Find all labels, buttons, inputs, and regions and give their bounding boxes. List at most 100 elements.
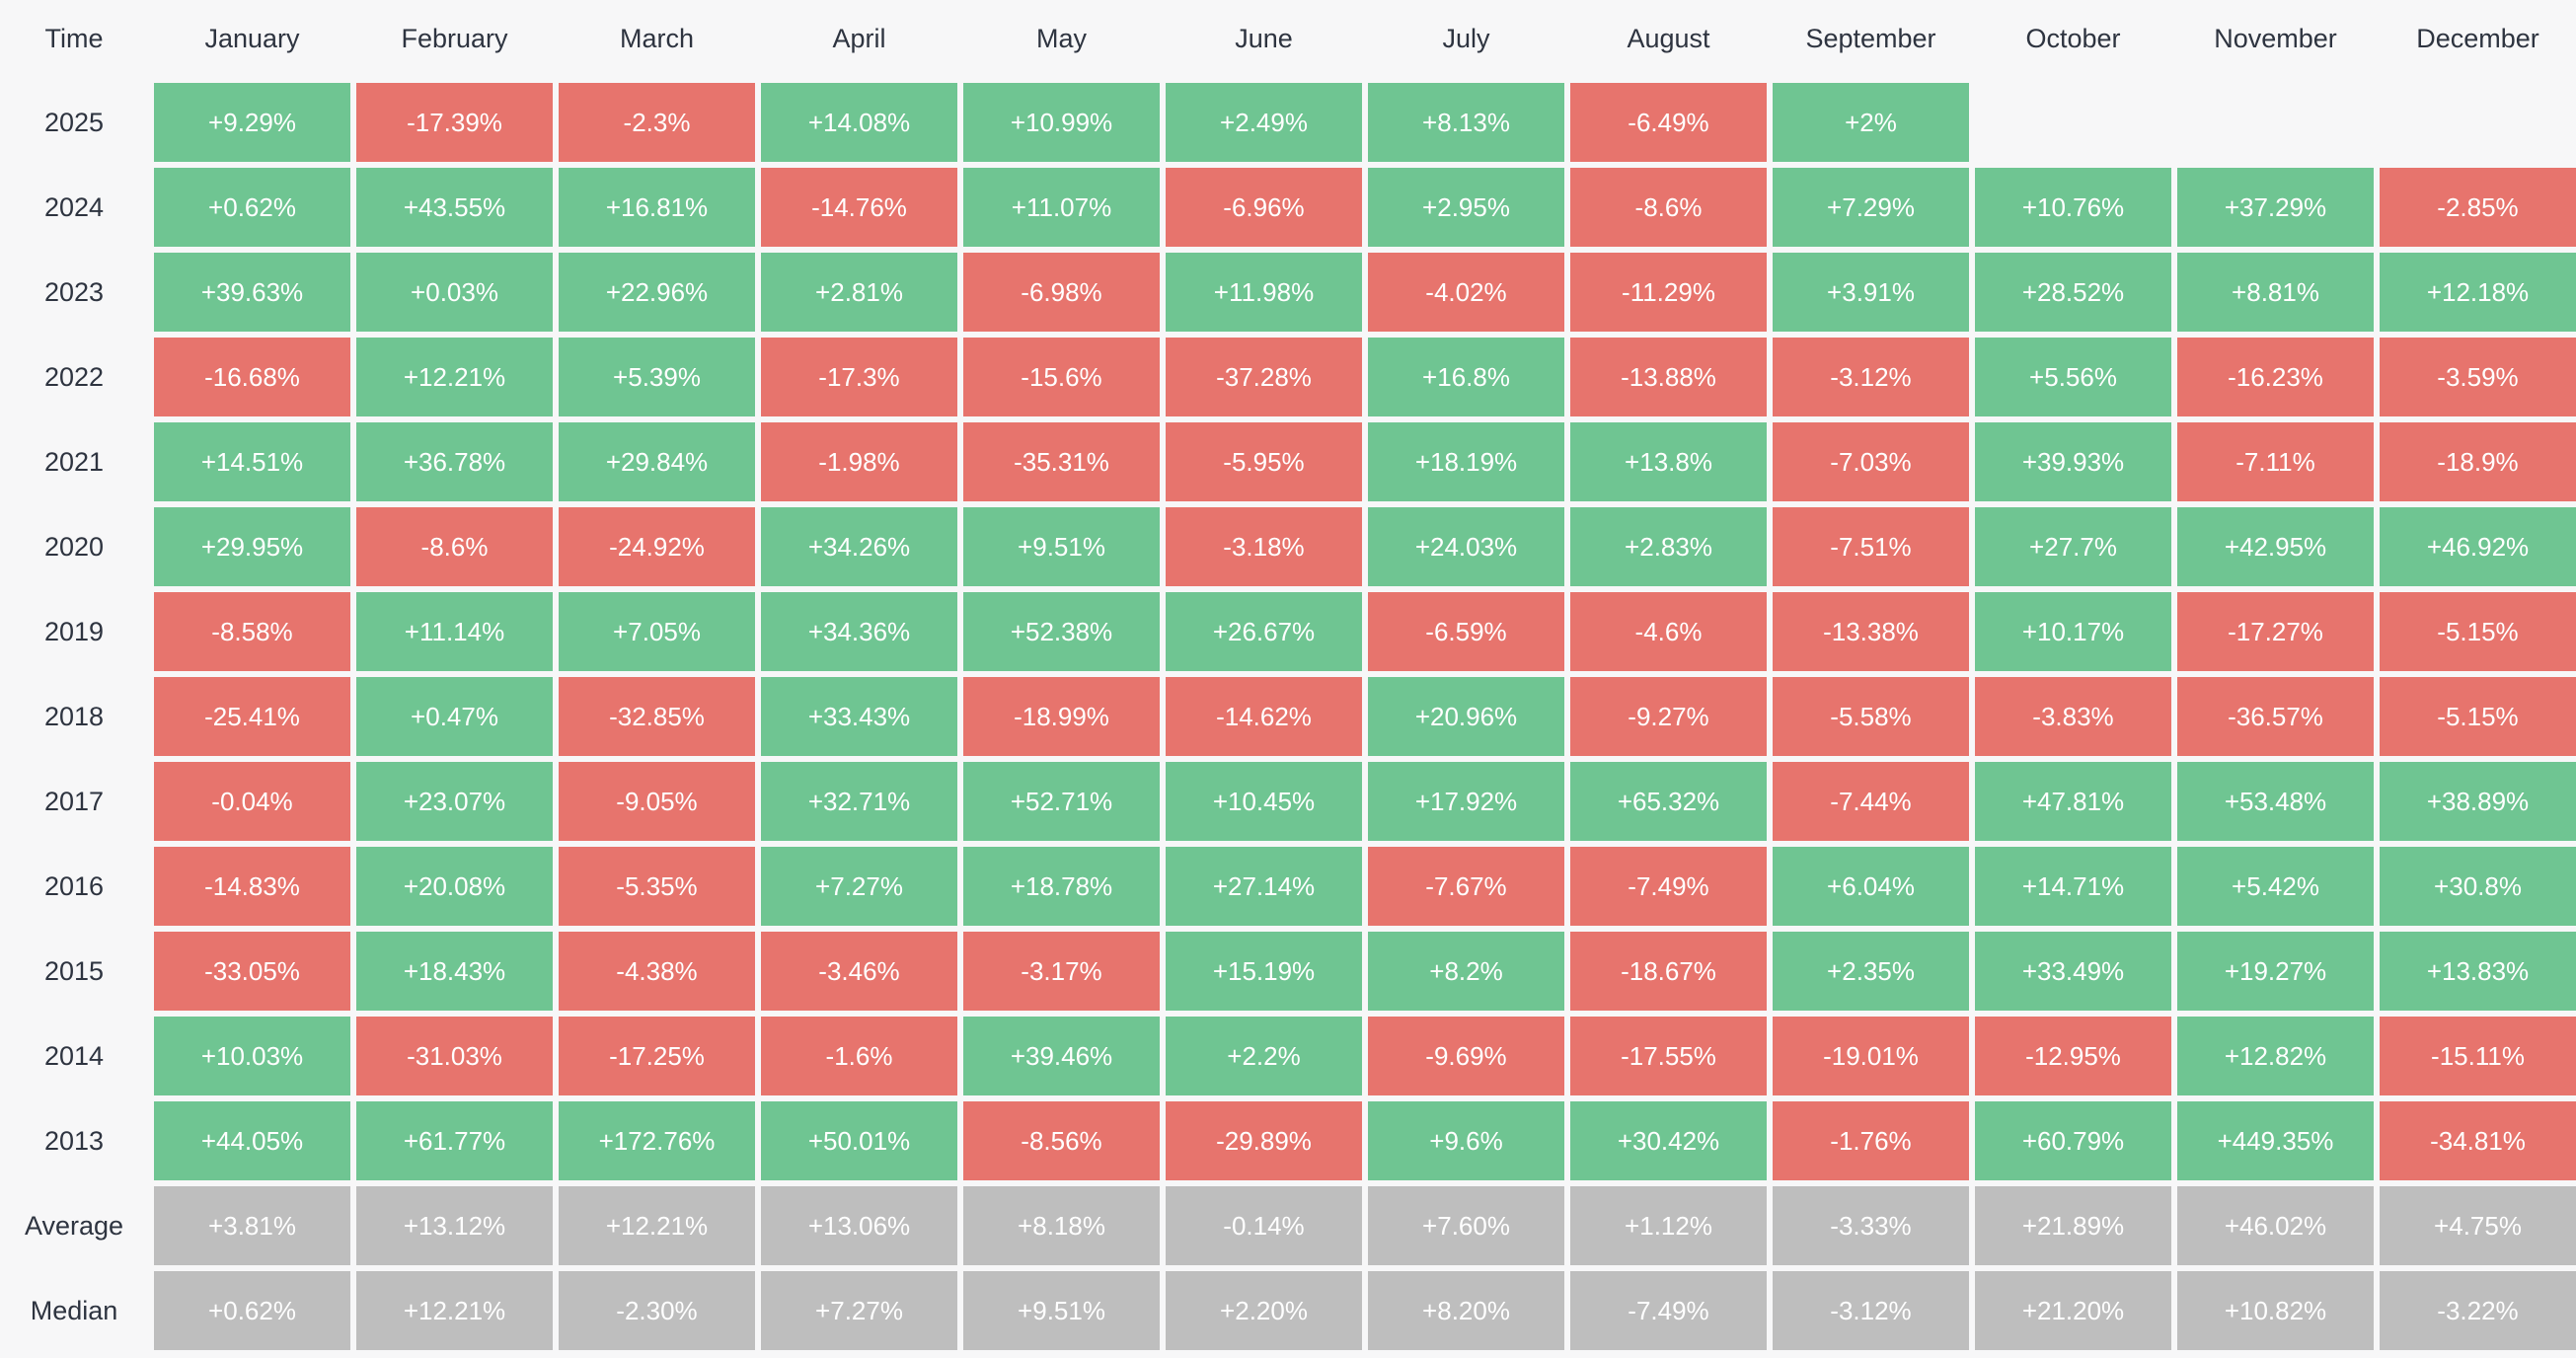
return-cell: -34.81%	[2380, 1101, 2576, 1180]
return-cell: -0.14%	[1166, 1186, 1362, 1265]
return-cell: -8.6%	[1570, 168, 1767, 247]
return-cell: +32.71%	[761, 762, 957, 841]
return-cell: -14.62%	[1166, 677, 1362, 756]
return-cell: +17.92%	[1368, 762, 1564, 841]
row-label: Median	[30, 1295, 118, 1325]
return-cell: -7.67%	[1368, 847, 1564, 926]
return-cell: +8.2%	[1368, 932, 1564, 1011]
return-cell: -5.58%	[1773, 677, 1969, 756]
return-cell: +46.02%	[2177, 1186, 2374, 1265]
return-cell: +12.18%	[2380, 253, 2576, 332]
return-cell: +27.14%	[1166, 847, 1362, 926]
return-cell: -9.05%	[559, 762, 755, 841]
return-cell: +2.83%	[1570, 507, 1767, 586]
return-cell: +4.75%	[2380, 1186, 2576, 1265]
time-column-header: Time	[44, 23, 104, 53]
column-header: January	[204, 23, 300, 53]
return-cell: -3.12%	[1773, 338, 1969, 416]
return-cell: +7.05%	[559, 592, 755, 671]
return-cell: -15.6%	[963, 338, 1160, 416]
return-cell: -5.35%	[559, 847, 755, 926]
return-cell: +33.49%	[1975, 932, 2171, 1011]
row-label: 2013	[43, 1125, 105, 1156]
column-header: October	[2025, 23, 2121, 53]
return-cell: -3.59%	[2380, 338, 2576, 416]
return-cell: -14.83%	[154, 847, 350, 926]
return-cell: -7.03%	[1773, 422, 1969, 501]
return-cell: -6.98%	[963, 253, 1160, 332]
return-cell: +33.43%	[761, 677, 957, 756]
return-cell: -17.25%	[559, 1017, 755, 1095]
return-cell: +28.52%	[1975, 253, 2171, 332]
return-cell: +11.98%	[1166, 253, 1362, 332]
return-cell: +36.78%	[356, 422, 553, 501]
return-cell: -2.85%	[2380, 168, 2576, 247]
return-cell: +23.07%	[356, 762, 553, 841]
return-cell: -7.49%	[1570, 847, 1767, 926]
column-header: August	[1627, 23, 1710, 53]
return-cell: +2%	[1773, 83, 1969, 162]
return-cell: +61.77%	[356, 1101, 553, 1180]
return-cell: -5.95%	[1166, 422, 1362, 501]
return-cell: +0.62%	[154, 1271, 350, 1350]
row-label: 2015	[43, 955, 105, 986]
return-cell: +6.04%	[1773, 847, 1969, 926]
row-label: 2017	[43, 786, 105, 816]
return-cell: +29.84%	[559, 422, 755, 501]
row-label: 2022	[43, 361, 105, 392]
return-cell: +7.27%	[761, 1271, 957, 1350]
return-cell: +12.21%	[559, 1186, 755, 1265]
return-cell: +0.47%	[356, 677, 553, 756]
return-cell: +10.82%	[2177, 1271, 2374, 1350]
return-cell: -12.95%	[1975, 1017, 2171, 1095]
return-cell: -1.6%	[761, 1017, 957, 1095]
row-label: 2020	[43, 531, 105, 562]
return-cell: +13.06%	[761, 1186, 957, 1265]
return-cell: +14.51%	[154, 422, 350, 501]
return-cell: +37.29%	[2177, 168, 2374, 247]
return-cell: -8.58%	[154, 592, 350, 671]
return-cell: +15.19%	[1166, 932, 1362, 1011]
return-cell: -18.67%	[1570, 932, 1767, 1011]
row-label: 2023	[43, 276, 105, 307]
return-cell: +42.95%	[2177, 507, 2374, 586]
return-cell: +7.29%	[1773, 168, 1969, 247]
return-cell: +8.20%	[1368, 1271, 1564, 1350]
return-cell: -33.05%	[154, 932, 350, 1011]
return-cell: -8.6%	[356, 507, 553, 586]
return-cell: -9.27%	[1570, 677, 1767, 756]
return-cell: +29.95%	[154, 507, 350, 586]
return-cell: +9.6%	[1368, 1101, 1564, 1180]
return-cell: +39.46%	[963, 1017, 1160, 1095]
return-cell: -17.27%	[2177, 592, 2374, 671]
return-cell: +8.81%	[2177, 253, 2374, 332]
row-label: 2019	[43, 616, 105, 646]
return-cell: +12.21%	[356, 1271, 553, 1350]
return-cell: -37.28%	[1166, 338, 1362, 416]
return-cell: +9.51%	[963, 1271, 1160, 1350]
return-cell: +8.18%	[963, 1186, 1160, 1265]
return-cell: +52.71%	[963, 762, 1160, 841]
return-cell: -13.38%	[1773, 592, 1969, 671]
return-cell: +10.45%	[1166, 762, 1362, 841]
return-cell: +43.55%	[356, 168, 553, 247]
return-cell: +46.92%	[2380, 507, 2576, 586]
row-label: 2021	[43, 446, 105, 477]
return-cell: -14.76%	[761, 168, 957, 247]
return-cell: +21.20%	[1975, 1271, 2171, 1350]
return-cell: -16.23%	[2177, 338, 2374, 416]
return-cell: -29.89%	[1166, 1101, 1362, 1180]
return-cell: +449.35%	[2177, 1101, 2374, 1180]
return-cell: -6.96%	[1166, 168, 1362, 247]
column-header: July	[1442, 23, 1490, 53]
return-cell: +12.21%	[356, 338, 553, 416]
return-cell: -9.69%	[1368, 1017, 1564, 1095]
return-cell: +44.05%	[154, 1101, 350, 1180]
return-cell: +16.8%	[1368, 338, 1564, 416]
return-cell: -3.46%	[761, 932, 957, 1011]
return-cell: +53.48%	[2177, 762, 2374, 841]
row-label: Average	[24, 1210, 124, 1241]
return-cell: -3.17%	[963, 932, 1160, 1011]
return-cell: +34.26%	[761, 507, 957, 586]
return-cell: +21.89%	[1975, 1186, 2171, 1265]
